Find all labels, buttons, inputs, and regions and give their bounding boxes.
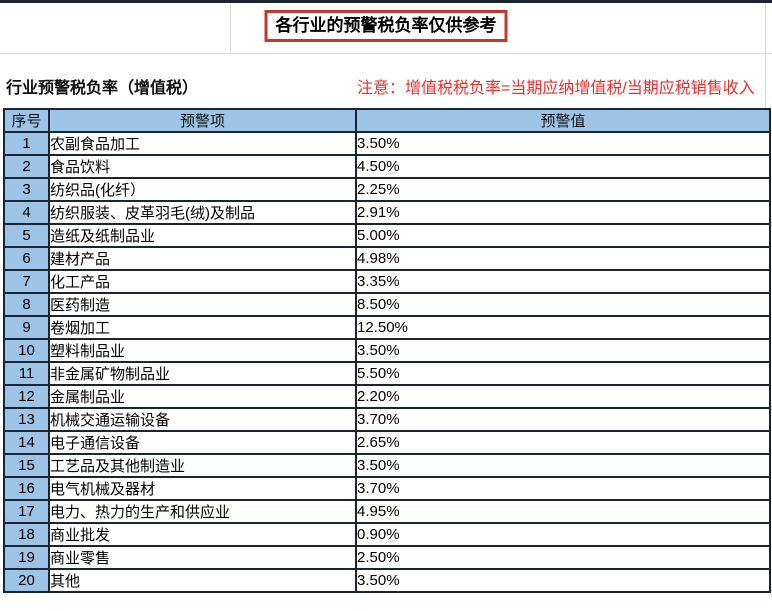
row-number-cell[interactable]: 5 [3, 223, 50, 248]
row-number-cell[interactable]: 4 [3, 200, 50, 225]
row-number-cell[interactable]: 7 [3, 269, 50, 294]
rate-cell[interactable]: 3.70% [355, 476, 771, 501]
table-row: 4 纺织服装、皮革羽毛(绒)及制品 2.91% [3, 200, 771, 225]
rate-cell[interactable]: 3.50% [355, 453, 771, 478]
page-title: 各行业的预警税负率仅供参考 [264, 10, 508, 42]
row-number-cell[interactable]: 12 [3, 384, 50, 409]
table-row: 17 电力、热力的生产和供应业 4.95% [3, 499, 771, 524]
row-number-cell[interactable]: 19 [3, 545, 50, 570]
faint-gridline-horizontal [0, 53, 772, 54]
row-number-cell[interactable]: 3 [3, 177, 50, 202]
industry-cell[interactable]: 电气机械及器材 [48, 476, 357, 501]
rate-cell[interactable]: 4.98% [355, 246, 771, 271]
warning-rate-table: 序号 预警项 预警值 1 农副食品加工 3.50% 2 食品饮料 4.50% 3… [3, 108, 771, 593]
row-number-cell[interactable]: 1 [3, 131, 50, 156]
table-row: 13 机械交通运输设备 3.70% [3, 407, 771, 432]
table-row: 18 商业批发 0.90% [3, 522, 771, 547]
table-row: 16 电气机械及器材 3.70% [3, 476, 771, 501]
rate-cell[interactable]: 2.20% [355, 384, 771, 409]
industry-cell[interactable]: 纺织服装、皮革羽毛(绒)及制品 [48, 200, 357, 225]
rate-cell[interactable]: 3.35% [355, 269, 771, 294]
table-row: 3 纺织品(化纤） 2.25% [3, 177, 771, 202]
row-number-cell[interactable]: 10 [3, 338, 50, 363]
table-row: 15 工艺品及其他制造业 3.50% [3, 453, 771, 478]
rate-cell[interactable]: 4.95% [355, 499, 771, 524]
table-row: 12 金属制品业 2.20% [3, 384, 771, 409]
industry-cell[interactable]: 纺织品(化纤） [48, 177, 357, 202]
industry-cell[interactable]: 塑料制品业 [48, 338, 357, 363]
table-row: 5 造纸及纸制品业 5.00% [3, 223, 771, 248]
industry-cell[interactable]: 商业批发 [48, 522, 357, 547]
industry-cell[interactable]: 其他 [48, 568, 357, 593]
rate-cell[interactable]: 2.50% [355, 545, 771, 570]
table-row: 8 医药制造 8.50% [3, 292, 771, 317]
table-row: 14 电子通信设备 2.65% [3, 430, 771, 455]
industry-cell[interactable]: 非金属矿物制品业 [48, 361, 357, 386]
rate-cell[interactable]: 3.50% [355, 338, 771, 363]
row-number-cell[interactable]: 14 [3, 430, 50, 455]
row-number-cell[interactable]: 2 [3, 154, 50, 179]
header-cell-no[interactable]: 序号 [3, 108, 50, 133]
industry-cell[interactable]: 电力、热力的生产和供应业 [48, 499, 357, 524]
rate-cell[interactable]: 4.50% [355, 154, 771, 179]
table-row: 1 农副食品加工 3.50% [3, 131, 771, 156]
table-row: 2 食品饮料 4.50% [3, 154, 771, 179]
row-number-cell[interactable]: 13 [3, 407, 50, 432]
industry-cell[interactable]: 医药制造 [48, 292, 357, 317]
faint-gridline-vertical-title [230, 3, 231, 53]
section-title: 行业预警税负率（增值税） [6, 80, 199, 97]
header-cell-value[interactable]: 预警值 [355, 108, 771, 133]
faint-gridline-vertical-right [765, 3, 766, 108]
industry-cell[interactable]: 工艺品及其他制造业 [48, 453, 357, 478]
row-number-cell[interactable]: 11 [3, 361, 50, 386]
row-number-cell[interactable]: 18 [3, 522, 50, 547]
table-row: 7 化工产品 3.35% [3, 269, 771, 294]
table-row: 10 塑料制品业 3.50% [3, 338, 771, 363]
industry-cell[interactable]: 电子通信设备 [48, 430, 357, 455]
industry-cell[interactable]: 农副食品加工 [48, 131, 357, 156]
rate-cell[interactable]: 8.50% [355, 292, 771, 317]
row-number-cell[interactable]: 17 [3, 499, 50, 524]
rate-cell[interactable]: 2.65% [355, 430, 771, 455]
table-row: 11 非金属矿物制品业 5.50% [3, 361, 771, 386]
table-row: 20 其他 3.50% [3, 568, 771, 593]
rate-cell[interactable]: 5.00% [355, 223, 771, 248]
industry-cell[interactable]: 金属制品业 [48, 384, 357, 409]
industry-cell[interactable]: 商业零售 [48, 545, 357, 570]
table-row: 19 商业零售 2.50% [3, 545, 771, 570]
industry-cell[interactable]: 建材产品 [48, 246, 357, 271]
industry-cell[interactable]: 食品饮料 [48, 154, 357, 179]
table-header-row: 序号 预警项 预警值 [3, 108, 771, 133]
row-number-cell[interactable]: 6 [3, 246, 50, 271]
industry-cell[interactable]: 造纸及纸制品业 [48, 223, 357, 248]
row-number-cell[interactable]: 9 [3, 315, 50, 340]
rate-cell[interactable]: 3.50% [355, 131, 771, 156]
rate-cell[interactable]: 3.50% [355, 568, 771, 593]
rate-cell[interactable]: 0.90% [355, 522, 771, 547]
row-number-cell[interactable]: 20 [3, 568, 50, 593]
industry-cell[interactable]: 卷烟加工 [48, 315, 357, 340]
header-cell-item[interactable]: 预警项 [48, 108, 357, 133]
rate-cell[interactable]: 2.91% [355, 200, 771, 225]
table-row: 9 卷烟加工 12.50% [3, 315, 771, 340]
rate-cell[interactable]: 3.70% [355, 407, 771, 432]
rate-cell[interactable]: 2.25% [355, 177, 771, 202]
sheet-top-border-line [0, 0, 772, 3]
note-text: 注意：增值税税负率=当期应纳增值税/当期应税销售收入 [357, 80, 755, 97]
industry-cell[interactable]: 机械交通运输设备 [48, 407, 357, 432]
row-number-cell[interactable]: 8 [3, 292, 50, 317]
row-number-cell[interactable]: 16 [3, 476, 50, 501]
table-row: 6 建材产品 4.98% [3, 246, 771, 271]
rate-cell[interactable]: 5.50% [355, 361, 771, 386]
industry-cell[interactable]: 化工产品 [48, 269, 357, 294]
rate-cell[interactable]: 12.50% [355, 315, 771, 340]
row-number-cell[interactable]: 15 [3, 453, 50, 478]
